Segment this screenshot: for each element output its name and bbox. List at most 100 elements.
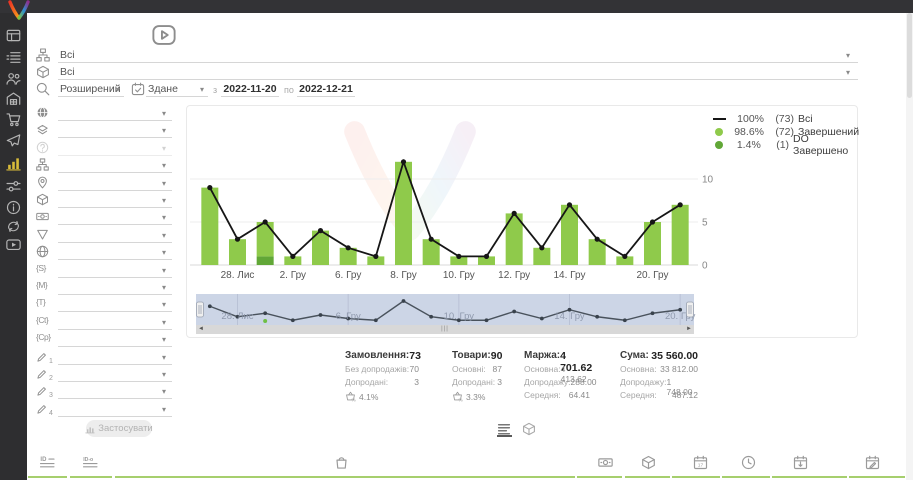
view-toggle-package[interactable] [522,422,537,437]
line-point[interactable] [207,185,213,191]
sync-icon[interactable] [6,219,21,234]
chevron-down-icon[interactable]: ▾ [162,352,167,362]
chevron-down-icon[interactable]: ▾ [846,51,851,60]
analytics-icon[interactable] [6,156,21,171]
filter-row-layers-sort[interactable]: ▾ [36,122,172,139]
bar-completed[interactable] [256,222,274,257]
line-point[interactable] [566,202,573,208]
cart-icon[interactable] [6,112,21,127]
line-point[interactable] [511,210,517,216]
line-point[interactable] [622,253,628,259]
campaigns-icon[interactable] [6,133,21,148]
filter-product-row[interactable]: Всі ▾ [36,64,858,80]
navigator-left-handle[interactable] [196,301,204,318]
chevron-down-icon[interactable]: ▾ [162,213,167,223]
filter-row-map-pin[interactable]: ▾ [36,175,172,191]
line-point[interactable] [594,236,600,242]
chevron-down-icon[interactable]: ▾ [162,317,167,327]
chevron-down-icon[interactable]: ▾ [162,300,167,310]
legend-item[interactable]: 100% (73) Всі [712,112,862,125]
chevron-down-icon[interactable]: ▾ [162,335,167,345]
scrollbar-thumb[interactable] [907,13,912,98]
bar-completed[interactable] [284,256,302,265]
column-calendar-edit[interactable] [865,455,880,470]
line-point[interactable] [234,236,241,242]
filter-row-help[interactable]: ▾ [36,140,172,156]
line-point[interactable] [428,236,434,242]
page-scrollbar[interactable] [906,13,913,480]
column-bag[interactable] [334,455,349,470]
search-mode-select[interactable]: Розширений [60,83,121,95]
line-point[interactable] [345,245,351,251]
date-to-input[interactable]: 2022-12-21 [299,83,353,95]
bar-completed[interactable] [450,256,468,265]
report-type-icon[interactable] [152,23,178,45]
search-icon[interactable] [36,82,50,96]
line-point[interactable] [400,159,407,165]
chart-navigator-scrollbar[interactable]: ◄ ||| ► [196,325,694,334]
bar-completed[interactable] [671,204,689,265]
bar-completed[interactable] [339,247,357,265]
column-id-o-lines[interactable]: ID-o [82,455,98,470]
view-toggle-list-view[interactable] [497,422,512,437]
column-calendar-date[interactable]: 17 [693,455,708,470]
line-point[interactable] [539,245,545,251]
chevron-down-icon[interactable]: ▾ [162,143,167,153]
info-icon[interactable] [6,200,21,215]
bar-completed[interactable] [422,239,440,265]
navigator-right-handle[interactable] [686,301,694,318]
column-package[interactable] [641,455,656,470]
line-point[interactable] [290,253,296,259]
filter-row-sitemap[interactable]: ▾ [36,157,172,174]
bar-completed[interactable] [505,213,523,265]
scroll-left-arrow[interactable]: ◄ [198,326,204,332]
column-banknote[interactable] [598,455,613,470]
filter-row-ct[interactable]: {Ct} ▾ [36,314,172,330]
apply-filters-button[interactable]: Застосувати [85,420,153,437]
filter-row-t[interactable]: {T} ▾ [36,296,172,313]
column-calendar-import[interactable] [793,455,808,470]
chevron-down-icon[interactable]: ▾ [162,404,167,414]
video-icon[interactable] [6,237,21,252]
line-point[interactable] [677,202,683,208]
settings-icon[interactable] [6,179,21,194]
chevron-down-icon[interactable]: ▾ [162,178,167,188]
line-point[interactable] [317,228,324,234]
filter-row-custom-4[interactable]: 4 ▾ [36,401,172,417]
chevron-down-icon[interactable]: ▾ [200,85,205,94]
customers-icon[interactable] [6,71,21,86]
chevron-down-icon[interactable]: ▾ [162,230,167,240]
chevron-down-icon[interactable]: ▾ [162,248,167,258]
line-point[interactable] [373,253,379,259]
chevron-down-icon[interactable]: ▾ [162,126,167,136]
chevron-down-icon[interactable]: ▾ [162,196,167,205]
filter-row-s[interactable]: {S} ▾ [36,262,172,278]
orders-list-icon[interactable] [6,50,21,65]
filter-row-banknote[interactable]: ▾ [36,209,172,226]
legend-item[interactable]: 1.4% (1) DO Завершено [712,133,862,157]
filter-row-custom-3[interactable]: 3 ▾ [36,383,172,400]
chevron-down-icon[interactable]: ▾ [162,109,167,118]
filter-row-funnel[interactable]: ▾ [36,227,172,243]
scrollbar-grip[interactable]: ||| [441,326,449,332]
bar-completed[interactable] [644,222,661,265]
chevron-down-icon[interactable]: ▾ [846,68,851,77]
bar-completed[interactable] [367,256,385,265]
chevron-down-icon[interactable]: ▾ [162,387,167,397]
line-point[interactable] [456,253,462,259]
line-point[interactable] [483,253,490,259]
legend-item[interactable]: 98.6% (72) Завершений [712,125,862,138]
filter-row-globe-wire[interactable]: ▾ [36,244,172,261]
chevron-down-icon[interactable]: ▾ [162,370,167,379]
line-point[interactable] [262,219,268,225]
calendar-check-icon[interactable] [131,82,145,96]
filter-source-row[interactable]: Всі ▾ [36,47,858,63]
dashboard-icon[interactable] [6,28,21,43]
date-from-input[interactable]: 2022-11-20 [223,83,277,95]
filter-row-cp[interactable]: {Cp} ▾ [36,331,172,348]
chevron-down-icon[interactable]: ▾ [162,265,167,275]
chevron-down-icon[interactable]: ▾ [162,161,167,171]
bar-completed[interactable] [312,230,329,265]
bar-do-completed[interactable] [256,256,274,265]
chevron-down-icon[interactable]: ▾ [116,85,121,94]
